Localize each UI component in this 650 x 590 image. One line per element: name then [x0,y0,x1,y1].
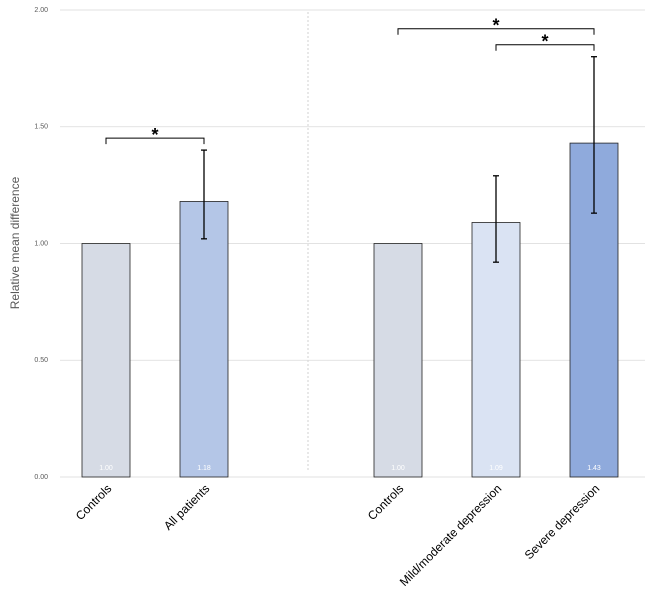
value-label: 1.43 [587,465,601,472]
y-tick-label: 1.50 [34,124,48,131]
significance-label: * [151,125,158,145]
y-tick-label: 0.50 [34,357,48,364]
error-bar [201,149,207,240]
x-tick-label: All patients [161,481,212,532]
significance-label: * [541,31,548,51]
bar [373,243,423,478]
significance-bracket [495,44,595,51]
error-bar [591,56,597,214]
y-tick-label: 2.00 [34,7,48,14]
value-label: 1.18 [197,465,211,472]
x-tick-label: Controls [365,481,406,522]
value-label: 1.00 [99,465,113,472]
value-label: 1.00 [391,465,405,472]
error-bar [493,175,499,263]
significance-bracket [105,137,205,145]
y-tick-label: 0.00 [34,474,48,481]
y-tick-label: 1.00 [34,240,48,247]
significance-label: * [492,15,499,35]
bar [179,201,229,478]
value-label: 1.09 [489,465,503,472]
y-axis-label: Relative mean difference [8,176,22,309]
x-tick-label: Severe depression [522,481,603,562]
bar [81,243,131,478]
significance-bracket [397,28,595,35]
bar [471,222,521,478]
x-tick-label: Controls [73,481,114,522]
x-tick-label: Mild/moderate depression [397,481,505,589]
